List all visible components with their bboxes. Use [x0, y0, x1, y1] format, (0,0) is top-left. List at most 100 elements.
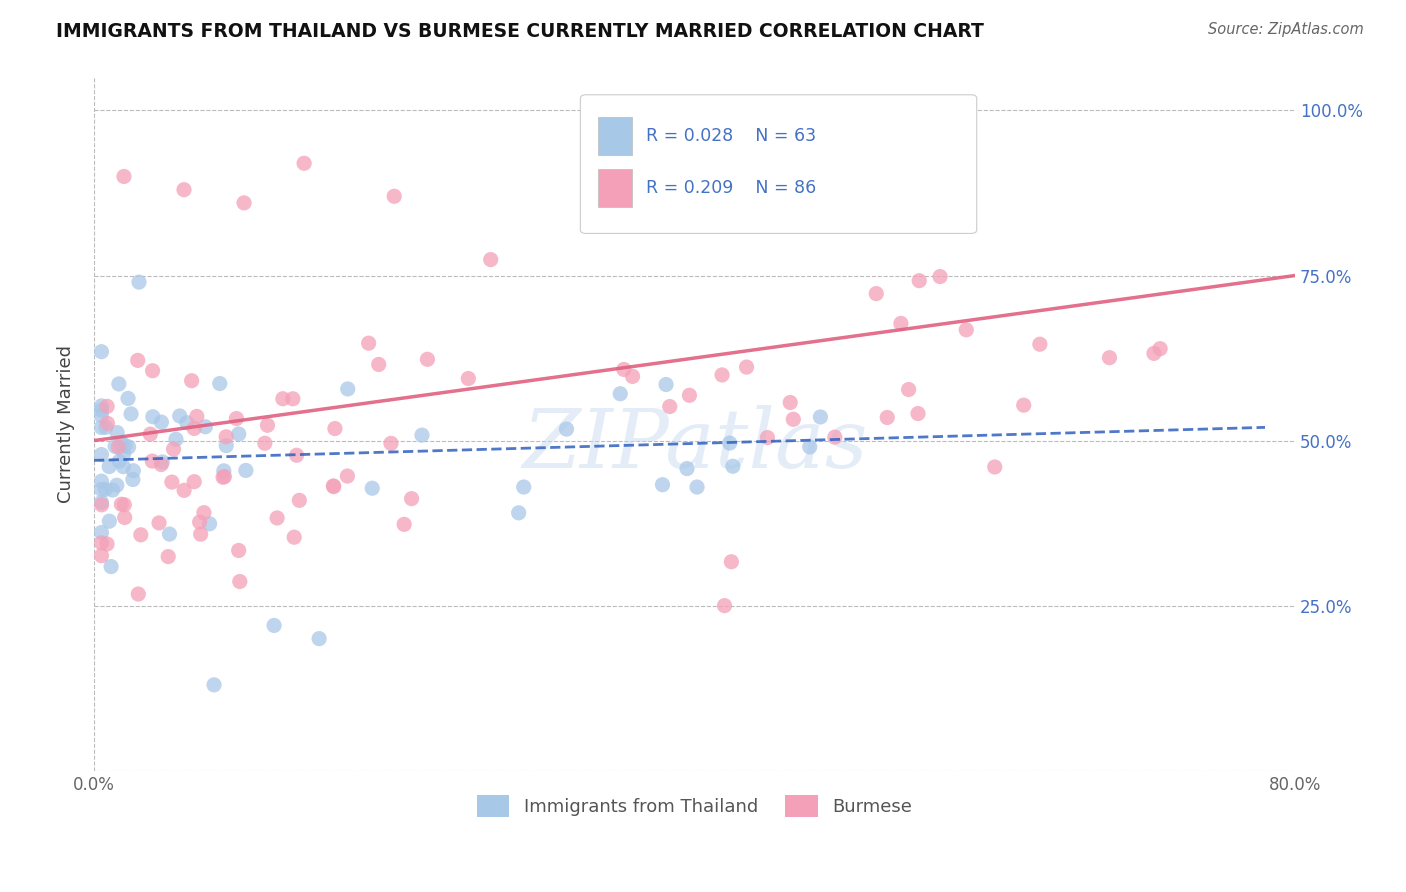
Point — [105, 425, 128, 440]
Point — [308, 632, 330, 646]
Point — [824, 430, 846, 444]
Point — [107, 440, 129, 454]
Point — [1012, 398, 1035, 412]
Point — [117, 440, 139, 454]
Point — [142, 409, 165, 424]
Text: Source: ZipAtlas.com: Source: ZipAtlas.com — [1208, 22, 1364, 37]
Point — [621, 369, 644, 384]
Point — [984, 460, 1007, 475]
Point — [392, 517, 415, 532]
Point — [890, 317, 912, 331]
Point — [865, 286, 887, 301]
Point — [322, 479, 344, 493]
Point — [212, 464, 235, 478]
Point — [186, 409, 208, 424]
Point — [98, 459, 121, 474]
Point — [720, 555, 742, 569]
Point — [711, 368, 734, 382]
Point — [90, 495, 112, 509]
Point — [90, 483, 112, 497]
Point — [127, 353, 149, 368]
Point — [799, 440, 821, 454]
Point — [271, 392, 294, 406]
Point — [609, 386, 631, 401]
Point — [215, 439, 238, 453]
Point — [228, 543, 250, 558]
Point — [90, 498, 112, 512]
Point — [382, 189, 405, 203]
Point — [159, 527, 181, 541]
Point — [94, 483, 117, 497]
Point — [215, 430, 238, 444]
Point — [782, 412, 804, 426]
Point — [173, 483, 195, 498]
Point — [285, 448, 308, 462]
Point — [229, 574, 252, 589]
Point — [658, 400, 681, 414]
Point — [105, 478, 128, 492]
Point — [929, 269, 952, 284]
Point — [202, 678, 225, 692]
Point — [165, 432, 187, 446]
Point — [508, 506, 530, 520]
Point — [281, 392, 304, 406]
FancyBboxPatch shape — [599, 169, 633, 208]
Point — [100, 559, 122, 574]
Point — [90, 536, 112, 550]
Point — [361, 481, 384, 495]
Point — [1149, 342, 1171, 356]
Point — [90, 549, 112, 563]
Point — [1143, 346, 1166, 360]
Point — [876, 410, 898, 425]
Point — [90, 344, 112, 359]
Point — [169, 409, 191, 423]
Point — [1029, 337, 1052, 351]
Point — [194, 419, 217, 434]
Point — [555, 422, 578, 436]
Point — [721, 459, 744, 474]
Point — [104, 439, 127, 453]
Point — [121, 473, 143, 487]
Point — [112, 446, 135, 460]
Point — [96, 417, 118, 431]
Point — [479, 252, 502, 267]
Point — [253, 436, 276, 450]
Point — [180, 374, 202, 388]
Point — [357, 336, 380, 351]
Point — [735, 360, 758, 375]
Point — [613, 362, 636, 376]
Point — [283, 530, 305, 544]
Point — [90, 474, 112, 488]
Point — [212, 470, 235, 484]
Point — [322, 480, 344, 494]
Point — [323, 421, 346, 435]
Point — [112, 169, 135, 184]
Point — [188, 515, 211, 529]
FancyBboxPatch shape — [581, 95, 977, 234]
Point — [90, 525, 112, 540]
Point — [208, 376, 231, 391]
Point — [90, 409, 112, 423]
Point — [228, 427, 250, 442]
Point — [141, 454, 163, 468]
Point — [288, 493, 311, 508]
Point — [111, 436, 134, 450]
Point — [108, 376, 131, 391]
Point — [678, 388, 700, 402]
Point — [214, 469, 236, 483]
Point — [411, 428, 433, 442]
Point — [128, 275, 150, 289]
Point — [142, 364, 165, 378]
Point — [90, 399, 112, 413]
Point — [292, 156, 315, 170]
Point — [96, 537, 118, 551]
Point — [90, 448, 112, 462]
Point — [655, 377, 678, 392]
Point — [512, 480, 534, 494]
Point — [336, 382, 359, 396]
Legend: Immigrants from Thailand, Burmese: Immigrants from Thailand, Burmese — [470, 788, 920, 824]
FancyBboxPatch shape — [599, 118, 633, 155]
Point — [416, 352, 439, 367]
Point — [263, 618, 285, 632]
Point — [907, 407, 929, 421]
